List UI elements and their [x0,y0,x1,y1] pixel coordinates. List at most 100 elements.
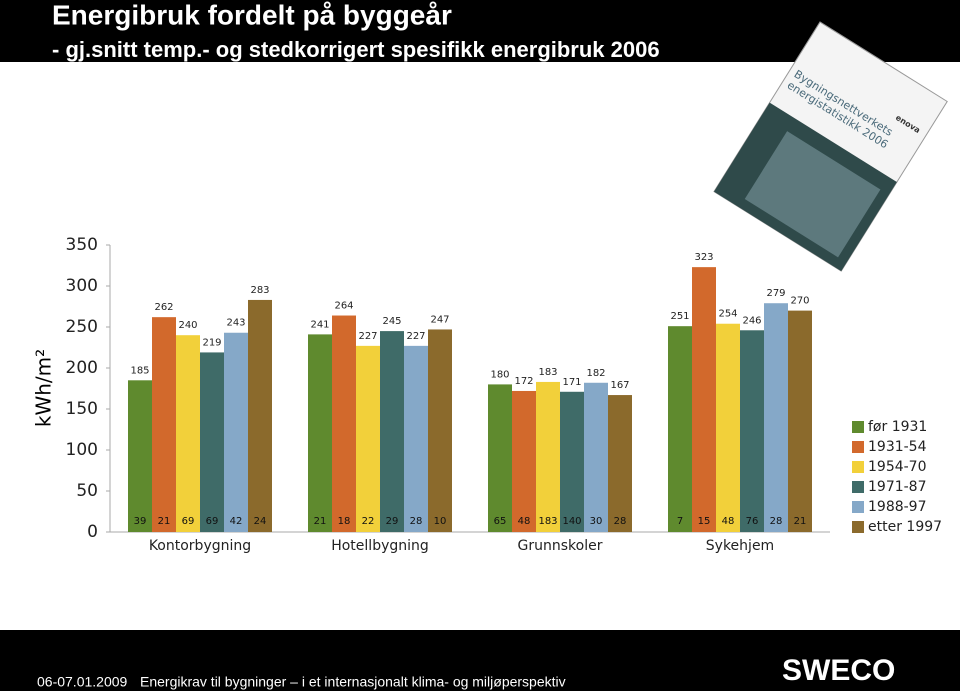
value-label: 243 [226,318,245,329]
value-label: 251 [670,311,689,322]
bar [308,334,332,532]
footer-logo: SWECO [782,654,895,687]
bar [512,390,536,532]
subtitle: - gj.snitt temp.- og stedkorrigert spesi… [52,37,660,62]
value-label: 240 [178,320,197,331]
value-label: 227 [358,331,377,342]
bar [716,323,740,532]
count-label: 28 [614,516,627,527]
bar [668,326,692,532]
count-label: 76 [746,516,759,527]
value-label: 171 [562,377,581,388]
count-label: 69 [206,516,219,527]
legend-swatch [852,461,864,473]
bar [608,395,632,532]
legend-label: 1931-54 [868,439,927,455]
count-label: 21 [794,516,807,527]
bar [356,345,380,532]
x-tick-label: Sykehjem [706,538,774,554]
x-tick-label: Kontorbygning [149,538,251,554]
bar [692,267,716,532]
legend-swatch [852,441,864,453]
footer-date: 06-07.01.2009 [37,674,128,690]
value-label: 172 [514,376,533,387]
value-label: 279 [766,288,785,299]
legend-label: 1971-87 [868,479,927,495]
bar [224,332,248,532]
count-label: 7 [677,516,683,527]
x-tick-label: Hotellbygning [331,538,429,554]
bar [128,380,152,532]
report-cover: enova Bygningsnettverkets energistatisti… [713,21,948,272]
value-label: 167 [610,380,629,391]
value-label: 241 [310,319,329,330]
value-label: 247 [430,314,449,325]
count-label: 28 [410,516,423,527]
count-label: 65 [494,516,507,527]
bar [176,335,200,532]
bar [200,352,224,532]
count-label: 183 [538,516,557,527]
y-tick-label: 350 [66,235,98,255]
bar [248,299,272,532]
y-tick-label: 150 [66,399,98,419]
bar [740,330,764,532]
value-label: 254 [718,309,737,320]
count-label: 10 [434,516,447,527]
count-label: 140 [562,516,581,527]
count-label: 15 [698,516,711,527]
y-axis-label: kWh/m² [32,349,56,427]
value-label: 246 [742,315,761,326]
y-tick-label: 300 [66,276,98,296]
y-tick-label: 100 [66,440,98,460]
value-label: 227 [406,331,425,342]
legend-swatch [852,501,864,513]
cover-glass [744,131,881,258]
value-label: 185 [130,365,149,376]
y-tick-label: 0 [87,522,98,542]
bar [152,317,176,532]
count-label: 48 [722,516,735,527]
value-label: 183 [538,367,557,378]
legend-swatch [852,481,864,493]
bar [788,310,812,532]
value-label: 182 [586,368,605,379]
count-label: 21 [314,516,327,527]
value-label: 180 [490,369,509,380]
y-tick-label: 200 [66,358,98,378]
header-band [0,0,960,62]
value-label: 262 [154,302,173,313]
legend-swatch [852,421,864,433]
bar [584,382,608,532]
footer-text: Energikrav til bygninger – i et internas… [140,674,566,690]
title: Energibruk fordelt på byggeår [52,0,452,30]
value-label: 323 [694,252,713,263]
legend-label: 1954-70 [868,459,927,475]
legend-label: før 1931 [868,419,927,435]
plot: 0 50 100 150 200 250 300 350 Kontorbygning 185 39 2… [66,235,943,554]
count-label: 42 [230,516,243,527]
legend-swatch [852,521,864,533]
bar [560,391,584,532]
count-label: 39 [134,516,147,527]
value-label: 264 [334,301,353,312]
value-label: 270 [790,296,809,307]
value-label: 283 [250,285,269,296]
count-label: 69 [182,516,195,527]
x-tick-label: Grunnskoler [518,538,603,554]
legend-label: 1988-97 [868,499,927,515]
bar [332,315,356,532]
bar [488,384,512,532]
bar [428,329,452,532]
value-label: 219 [202,337,221,348]
y-tick-label: 250 [66,317,98,337]
bar [536,381,560,532]
count-label: 24 [254,516,267,527]
count-label: 21 [158,516,171,527]
value-label: 245 [382,316,401,327]
count-label: 22 [362,516,375,527]
bar [764,303,788,532]
count-label: 48 [518,516,531,527]
